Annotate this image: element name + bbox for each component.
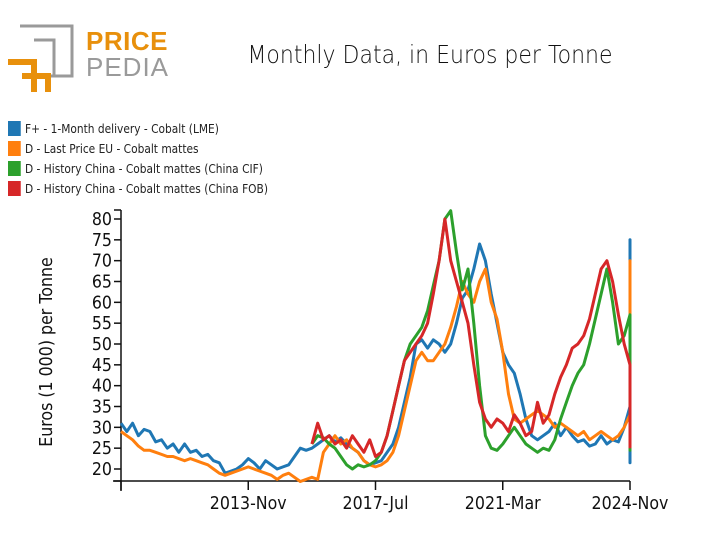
- series-lines: [119, 209, 632, 483]
- legend-swatch-icon: [8, 180, 21, 196]
- chart-title: Monthly Data, in Euros per Tonne: [247, 40, 613, 69]
- series-line-4: [310, 217, 632, 458]
- y-tick-label: 45: [92, 354, 112, 375]
- pricepedia-logo: PRICE PEDIA: [8, 22, 168, 92]
- series-line-2: [120, 259, 632, 483]
- legend-item[interactable]: D - Last Price EU - Cobalt mattes: [8, 138, 268, 158]
- logo-mark-icon: [8, 24, 74, 92]
- legend-label: D - History China - Cobalt mattes (China…: [25, 180, 268, 196]
- y-tick-label: 30: [92, 416, 112, 437]
- legend-item[interactable]: F+ - 1-Month delivery - Cobalt (LME): [8, 118, 268, 138]
- legend: F+ - 1-Month delivery - Cobalt (LME) D -…: [8, 118, 314, 198]
- legend-label: F+ - 1-Month delivery - Cobalt (LME): [25, 120, 219, 136]
- y-tick-label: 80: [92, 208, 112, 229]
- y-tick-label: 25: [92, 437, 112, 458]
- legend-label: D - Last Price EU - Cobalt mattes: [25, 140, 199, 156]
- logo-text-price: PRICE: [86, 26, 168, 56]
- series-line-3: [310, 209, 632, 471]
- legend-item[interactable]: D - History China - Cobalt mattes (China…: [8, 178, 268, 198]
- x-tick-label: 2021-Mar: [465, 492, 541, 513]
- legend-swatch-icon: [8, 160, 21, 176]
- y-tick-label: 35: [92, 396, 112, 417]
- y-tick-label: 65: [92, 271, 112, 292]
- y-tick-label: 60: [92, 291, 112, 312]
- legend-label: D - History China - Cobalt mattes (China…: [25, 160, 263, 176]
- series-line-1: [119, 238, 632, 475]
- logo-text-pedia: PEDIA: [86, 52, 170, 82]
- y-tick-label: 75: [92, 229, 112, 250]
- x-axis: 2013-Nov 2017-Jul 2021-Mar 2024-Nov: [113, 480, 669, 513]
- legend-item[interactable]: D - History China - Cobalt mattes (China…: [8, 158, 268, 178]
- y-tick-label: 20: [92, 458, 112, 479]
- x-tick-label: 2024-Nov: [592, 492, 669, 513]
- y-tick-label: 50: [92, 333, 112, 354]
- y-tick-label: 70: [92, 250, 112, 271]
- legend-swatch-icon: [8, 140, 21, 156]
- legend-swatch-icon: [8, 120, 21, 136]
- x-tick-label: 2017-Jul: [343, 492, 409, 513]
- y-tick-label: 55: [92, 312, 112, 333]
- y-tick-label: 40: [92, 375, 112, 396]
- x-tick-label: 2013-Nov: [210, 492, 287, 513]
- y-axis-label: Euros (1 000) per Tonne: [35, 257, 56, 447]
